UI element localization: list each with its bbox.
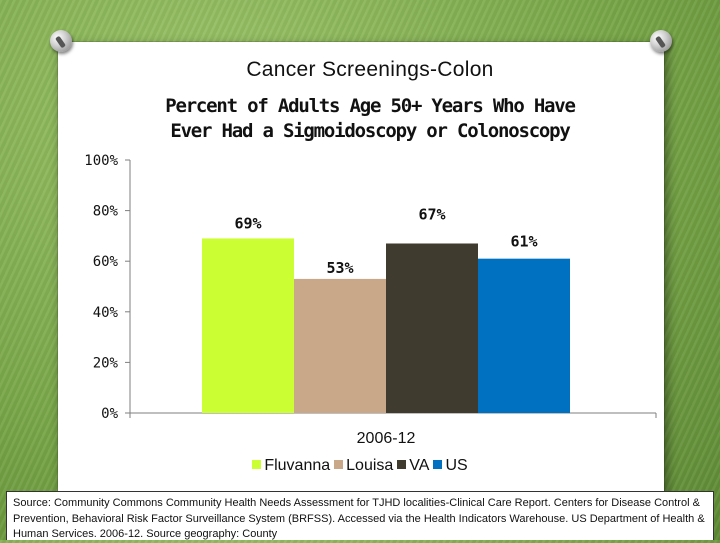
pushpin-icon (50, 30, 72, 52)
y-tick-label: 40% (93, 305, 119, 321)
legend-swatch (334, 460, 344, 469)
source-note: Source: Community Commons Community Heal… (6, 491, 714, 540)
legend-item: Fluvanna (252, 457, 330, 475)
legend-label: US (445, 457, 468, 474)
legend-swatch (433, 460, 443, 469)
chart-title: Percent of Adults Age 50+ Years Who Have… (120, 94, 620, 144)
chart-legend: Fluvanna Louisa VA US (0, 457, 720, 475)
pushpin-icon (650, 30, 672, 52)
legend-label: VA (409, 457, 430, 474)
legend-item: Louisa (334, 457, 393, 475)
legend-label: Louisa (346, 457, 394, 474)
legend-label: Fluvanna (264, 457, 331, 474)
bar-us (478, 258, 570, 413)
y-tick-label: 100% (84, 153, 118, 169)
y-tick-label: 80% (93, 204, 119, 220)
y-tick-label: 0% (101, 406, 118, 422)
bar-va (386, 243, 478, 413)
bar-fluvanna (202, 238, 294, 413)
y-tick-label: 60% (93, 254, 119, 270)
bar-louisa (294, 278, 386, 413)
legend-swatch (397, 460, 407, 469)
chart-title-line-1: Percent of Adults Age 50+ Years Who Have (165, 95, 576, 117)
data-label: 67% (418, 205, 445, 223)
chart-title-line-2: Ever Had a Sigmoidoscopy or Colonoscopy (170, 120, 571, 142)
legend-item: US (433, 457, 468, 475)
data-label: 69% (234, 214, 261, 232)
x-category-label: 2006-12 (357, 430, 416, 447)
data-label: 53% (326, 259, 353, 277)
y-tick-label: 20% (93, 355, 119, 371)
data-label: 61% (510, 233, 537, 251)
slide-title: Cancer Screenings-Colon (246, 58, 494, 81)
legend-item: VA (397, 457, 429, 475)
legend-swatch (252, 460, 262, 469)
